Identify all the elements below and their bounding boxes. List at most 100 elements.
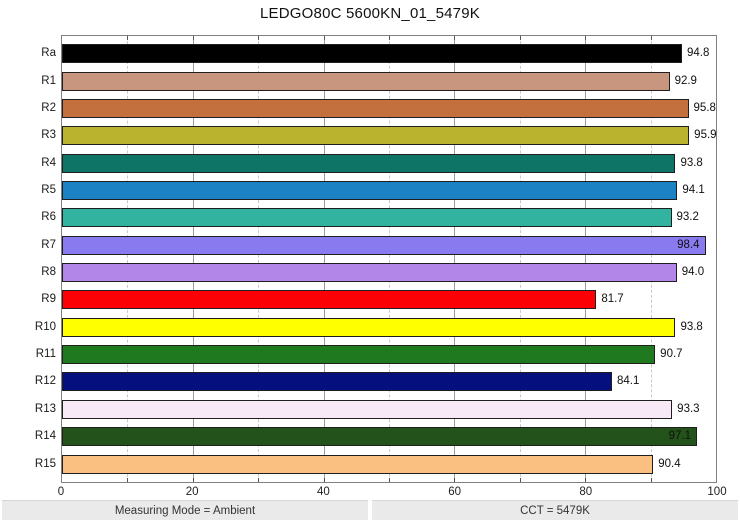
tick-mark-top-60 xyxy=(454,36,456,40)
bar-row-R12: R12 84.1 xyxy=(35,372,716,392)
bar-row-R5: R5 94.1 xyxy=(41,181,716,201)
bar-R1 xyxy=(62,71,670,91)
bar-row-R10: R10 93.8 xyxy=(35,317,716,337)
bar-row-R1: R1 92.9 xyxy=(41,71,716,91)
category-label-R15: R15 xyxy=(34,457,56,470)
value-label-R10: 93.8 xyxy=(680,320,703,333)
gridline-80 xyxy=(585,36,587,482)
gridline-70 xyxy=(519,36,521,482)
plot-area: Ra 94.8 R1 92.9 R2 95.8 R3 95.9 R4 93.8 R5 94.1 R6 93… xyxy=(35,35,717,483)
value-label-R2: 95.8 xyxy=(693,102,716,115)
tick-mark-top-10 xyxy=(127,36,129,40)
category-label-R7: R7 xyxy=(41,238,56,251)
value-label-R13: 93.3 xyxy=(677,402,700,415)
category-label-R8: R8 xyxy=(41,266,56,279)
bar-R9 xyxy=(62,290,597,310)
tick-mark-bottom-70 xyxy=(519,478,521,482)
value-label-R12: 84.1 xyxy=(617,375,640,388)
tick-mark-top-80 xyxy=(585,36,587,40)
bar-R5 xyxy=(62,181,678,201)
gridline-90 xyxy=(650,36,652,482)
tick-mark-top-70 xyxy=(519,36,521,40)
x-tick-label-40: 40 xyxy=(316,486,330,498)
x-tick-label-20: 20 xyxy=(185,486,199,498)
value-label-R6: 93.2 xyxy=(676,211,699,224)
tick-mark-top-30 xyxy=(258,36,260,40)
tick-mark-top-50 xyxy=(389,36,390,40)
bar-row-R6: R6 93.2 xyxy=(41,208,716,228)
chart-title: LEDGO80C 5600KN_01_5479K xyxy=(260,5,480,22)
tick-mark-bottom-90 xyxy=(650,478,652,482)
tick-mark-bottom-60 xyxy=(454,478,456,482)
bar-R7 xyxy=(62,235,706,255)
bar-row-R13: R13 93.3 xyxy=(35,399,716,419)
bar-R15 xyxy=(62,454,654,474)
category-label-R9: R9 xyxy=(41,293,56,306)
tick-mark-top-90 xyxy=(650,36,652,40)
category-label-R12: R12 xyxy=(34,375,56,388)
tick-mark-top-40 xyxy=(323,36,325,40)
bar-row-R4: R4 93.8 xyxy=(41,153,716,173)
value-label-R7: 98.4 xyxy=(677,238,700,251)
gridline-10 xyxy=(127,36,129,482)
bar-row-R14: R14 97.1 xyxy=(35,427,716,447)
bar-R13 xyxy=(62,399,673,419)
gridline-50 xyxy=(389,36,390,482)
bar-R3 xyxy=(62,126,690,146)
footer-measuring-mode: Measuring Mode = Ambient xyxy=(2,500,368,520)
value-label-R4: 93.8 xyxy=(680,156,703,169)
gridline-60 xyxy=(454,36,456,482)
x-tick-label-60: 60 xyxy=(448,486,461,498)
bar-row-R15: R15 90.4 xyxy=(35,454,716,474)
x-tick-label-0: 0 xyxy=(57,486,65,498)
bar-R8 xyxy=(62,263,677,283)
gridlines xyxy=(62,36,716,482)
tick-mark-bottom-50 xyxy=(389,478,390,482)
bar-R14 xyxy=(62,427,698,447)
value-label-R11: 90.7 xyxy=(660,348,683,361)
value-label-R5: 94.1 xyxy=(682,184,705,197)
bar-R12 xyxy=(62,372,612,392)
category-label-R5: R5 xyxy=(41,184,56,197)
tick-mark-bottom-20 xyxy=(192,478,194,482)
bar-row-Ra: Ra 94.8 xyxy=(41,44,716,64)
tick-mark-bottom-10 xyxy=(127,478,129,482)
x-tick-label-80: 80 xyxy=(579,486,593,498)
bar-R6 xyxy=(62,208,672,228)
footer-cct: CCT = 5479K xyxy=(372,500,738,520)
bar-row-R2: R2 95.8 xyxy=(41,99,716,119)
gridline-40 xyxy=(323,36,325,482)
category-label-R11: R11 xyxy=(35,348,56,361)
gridline-30 xyxy=(258,36,260,482)
bar-R4 xyxy=(62,153,676,173)
category-label-R4: R4 xyxy=(41,156,56,169)
category-label-R13: R13 xyxy=(34,402,56,415)
category-label-R10: R10 xyxy=(34,320,56,333)
category-label-Ra: Ra xyxy=(41,47,56,60)
bar-row-R11: R11 90.7 xyxy=(36,345,716,365)
bar-row-R7: R7 98.4 xyxy=(41,235,716,255)
bar-R2 xyxy=(62,99,689,119)
x-axis: 0 20 40 60 80 100 xyxy=(57,486,727,500)
tick-mark-bottom-40 xyxy=(323,478,325,482)
bar-row-R8: R8 94.0 xyxy=(41,263,716,283)
bar-row-R9: R9 81.7 xyxy=(41,290,716,310)
category-label-R3: R3 xyxy=(41,129,56,142)
category-label-R14: R14 xyxy=(34,430,56,443)
value-label-Ra: 94.8 xyxy=(686,47,710,60)
tick-mark-bottom-30 xyxy=(258,478,260,482)
x-tick-label-100: 100 xyxy=(707,486,727,498)
value-label-R14: 97.1 xyxy=(668,430,692,443)
value-label-R3: 95.9 xyxy=(694,129,717,142)
tick-mark-bottom-80 xyxy=(585,478,587,482)
value-label-R1: 92.9 xyxy=(674,74,697,87)
category-label-R2: R2 xyxy=(41,102,56,115)
bar-R11 xyxy=(62,345,656,365)
tick-mark-top-20 xyxy=(192,36,194,40)
gridline-20 xyxy=(192,36,194,482)
value-label-R15: 90.4 xyxy=(658,457,681,470)
bar-Ra xyxy=(62,44,682,64)
bar-row-R3: R3 95.9 xyxy=(41,126,717,146)
value-label-R9: 81.7 xyxy=(601,293,624,306)
